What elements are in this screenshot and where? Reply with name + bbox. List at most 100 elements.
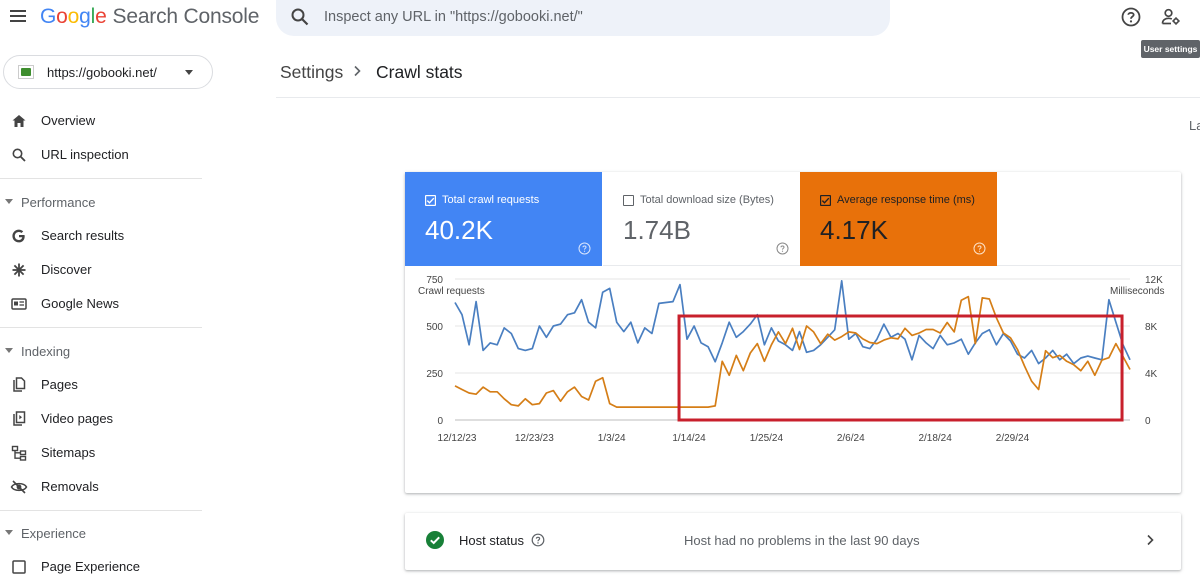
checkbox-unchecked-icon[interactable] <box>623 195 634 206</box>
right-axis-title: Milliseconds <box>1110 286 1165 297</box>
right-y-tick-label: 0 <box>1145 416 1151 427</box>
sidebar-item-search-results[interactable]: Search results <box>0 221 200 251</box>
sidebar-item-google-news[interactable]: Google News <box>0 289 200 319</box>
section-title: Indexing <box>21 344 71 359</box>
user-settings-tooltip: User settings <box>1141 40 1200 58</box>
metric-label: Total crawl requests <box>442 194 540 206</box>
dropdown-arrow-icon <box>185 70 193 75</box>
crawl-stats-line-chart[interactable]: 750 12K 500 8K 250 4K 0 0 12/12/23 12/23/23 1/3/24… <box>405 272 1181 482</box>
right-y-tick-label: 4K <box>1145 369 1158 380</box>
sidebar-item-removals[interactable]: Removals <box>0 472 200 502</box>
collapse-triangle-icon <box>5 199 13 204</box>
x-tick-label: 1/3/24 <box>598 433 626 444</box>
x-tick-label: 1/25/24 <box>750 433 784 444</box>
x-tick-label: 12/23/23 <box>515 433 554 444</box>
crawl-requests-line <box>454 280 1131 365</box>
metric-tile-total-download-size[interactable]: Total download size (Bytes) 1.74B <box>603 172 800 266</box>
page-title: Crawl stats <box>376 62 463 82</box>
sidebar-divider <box>0 510 202 511</box>
left-axis-title: Crawl requests <box>418 286 485 297</box>
home-icon <box>12 115 26 127</box>
x-tick-label: 12/12/23 <box>438 433 477 444</box>
host-status-label: Host status <box>459 533 525 548</box>
sidebar-item-label: Search results <box>41 228 125 243</box>
menu-icon[interactable] <box>8 6 28 26</box>
sidebar-item-label: Google News <box>41 296 120 311</box>
sidebar-item-label: Pages <box>41 377 78 392</box>
right-y-tick-label: 12K <box>1145 275 1163 286</box>
metric-value: 1.74B <box>623 215 691 245</box>
chevron-right-icon[interactable] <box>1143 533 1157 547</box>
x-tick-label: 2/29/24 <box>996 433 1030 444</box>
url-inspection-input[interactable] <box>324 5 864 29</box>
collapse-triangle-icon <box>5 530 13 535</box>
sidebar-item-discover[interactable]: Discover <box>0 255 200 285</box>
host-status-message: Host had no problems in the last 90 days <box>684 533 920 548</box>
sitemap-icon <box>11 445 27 461</box>
metric-tile-total-crawl-requests[interactable]: Total crawl requests 40.2K <box>405 172 602 266</box>
left-y-tick-label: 500 <box>426 322 443 333</box>
x-tick-label: 1/14/24 <box>672 433 706 444</box>
help-icon[interactable] <box>776 242 789 255</box>
chevron-right-icon <box>354 65 361 77</box>
metric-value: 40.2K <box>425 215 493 245</box>
metric-label: Total download size (Bytes) <box>640 194 774 206</box>
host-status-card[interactable]: Host status Host had no problems in the … <box>405 513 1181 570</box>
right-y-tick-label: 8K <box>1145 322 1158 333</box>
sidebar-item-overview[interactable]: Overview <box>0 106 200 136</box>
truncated-label: La <box>1189 118 1200 133</box>
response-time-line <box>454 295 1131 408</box>
x-tick-label: 2/6/24 <box>837 433 865 444</box>
metric-label: Average response time (ms) <box>837 194 975 206</box>
highlight-annotation-box <box>677 314 1124 422</box>
left-y-tick-label: 750 <box>426 275 443 286</box>
sidebar-section-experience[interactable]: Experience <box>0 522 200 544</box>
sidebar-section-performance[interactable]: Performance <box>0 191 200 213</box>
eye-off-icon <box>10 480 28 494</box>
metric-tile-spacer <box>997 172 1181 266</box>
site-favicon-icon <box>18 65 34 79</box>
metric-tile-average-response-time[interactable]: Average response time (ms) 4.17K <box>800 172 997 266</box>
sidebar-item-pages[interactable]: Pages <box>0 370 200 400</box>
news-icon <box>11 298 27 310</box>
sidebar-item-video-pages[interactable]: Video pages <box>0 404 200 434</box>
section-title: Experience <box>21 526 87 541</box>
search-icon <box>291 8 309 26</box>
sidebar-item-page-experience[interactable]: Page Experience <box>0 552 200 582</box>
search-icon <box>12 148 26 162</box>
help-icon[interactable] <box>973 242 986 255</box>
help-icon[interactable] <box>578 242 591 255</box>
crawl-stats-chart-card: Total crawl requests 40.2K Total downloa… <box>405 172 1181 493</box>
google-g-icon <box>12 229 25 243</box>
sidebar-item-label: Video pages <box>41 411 114 426</box>
asterisk-icon <box>12 263 26 277</box>
metric-value: 4.17K <box>820 215 888 245</box>
left-y-tick-label: 250 <box>426 369 443 380</box>
sidebar-item-label: Overview <box>41 113 96 128</box>
sidebar-item-label: Sitemaps <box>41 445 96 460</box>
sidebar-divider <box>0 178 202 179</box>
url-inspection-search-bar[interactable] <box>276 0 890 36</box>
breadcrumb-settings-link[interactable]: Settings <box>280 62 344 82</box>
help-icon[interactable] <box>531 533 545 547</box>
sidebar-item-label: URL inspection <box>41 147 129 162</box>
sidebar-item-url-inspection[interactable]: URL inspection <box>0 140 200 170</box>
sidebar-item-label: Discover <box>41 262 92 277</box>
sidebar-item-label: Page Experience <box>41 559 141 574</box>
pages-icon <box>13 377 26 392</box>
video-pages-icon <box>13 411 26 426</box>
property-selector[interactable]: https://gobooki.net/ <box>3 55 213 89</box>
product-name: Search Console <box>112 5 260 28</box>
sidebar-item-sitemaps[interactable]: Sitemaps <box>0 438 200 468</box>
checkbox-checked-icon[interactable] <box>425 195 436 206</box>
sidebar-section-indexing[interactable]: Indexing <box>0 340 200 362</box>
help-icon[interactable] <box>1120 6 1142 28</box>
page-experience-icon <box>12 560 26 574</box>
google-search-console-logo[interactable]: Google Search Console <box>40 5 260 28</box>
property-url: https://gobooki.net/ <box>47 65 157 80</box>
header-divider <box>276 97 1200 98</box>
checkbox-checked-icon[interactable] <box>820 195 831 206</box>
user-settings-icon[interactable] <box>1160 6 1182 28</box>
left-y-tick-label: 0 <box>437 416 443 427</box>
check-circle-icon <box>426 531 444 549</box>
